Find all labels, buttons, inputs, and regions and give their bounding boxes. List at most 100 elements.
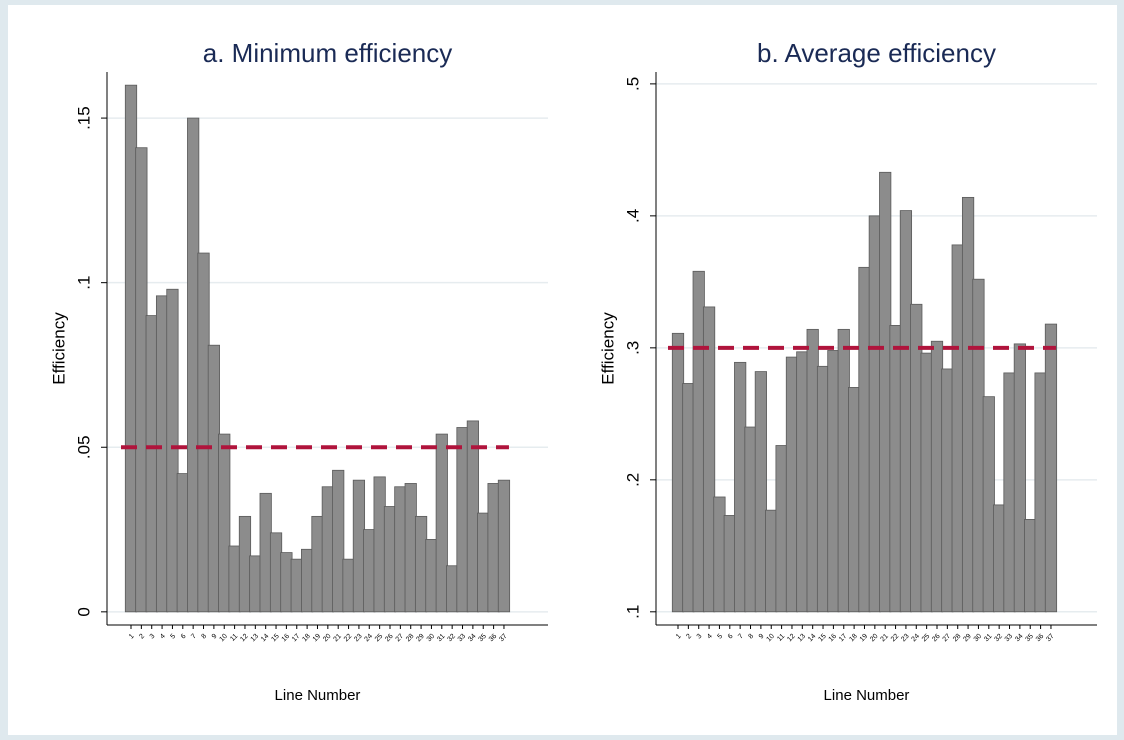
bar [785, 356, 799, 613]
y-tick-label: .4 [623, 209, 642, 223]
x-tick-label: 19 [312, 633, 323, 644]
y-tick-label: .15 [74, 106, 93, 130]
bar [1003, 372, 1016, 613]
bar [145, 315, 158, 613]
x-tick-label: 27 [395, 633, 406, 644]
bar [848, 387, 861, 613]
bar [910, 303, 923, 613]
x-tick-label: 20 [869, 633, 880, 644]
x-tick-label: 30 [973, 633, 984, 644]
bar [816, 365, 830, 613]
bar [961, 196, 975, 613]
x-tick-label: 1 [128, 633, 136, 641]
bar [702, 306, 716, 613]
bar [456, 427, 469, 613]
y-tick-label: .3 [623, 341, 642, 355]
x-tick-label: 22 [890, 633, 901, 644]
bar [435, 433, 448, 613]
bar [1034, 372, 1047, 613]
x-tick-label: 9 [211, 633, 219, 641]
x-tick-label: 29 [962, 633, 973, 644]
bar [269, 532, 283, 613]
x-tick-label: 28 [405, 633, 416, 644]
bar [889, 325, 902, 613]
bar [394, 486, 407, 613]
y-tick-label: .05 [74, 435, 93, 459]
bar [176, 473, 189, 613]
x-tick-label: 26 [384, 633, 395, 644]
bar [1013, 343, 1026, 613]
x-tick-label: 6 [727, 633, 735, 641]
x-tick-label: 9 [758, 633, 766, 641]
x-tick-label: 16 [828, 633, 839, 644]
x-tick-label: 25 [374, 633, 385, 644]
y-tick-label: 0 [74, 607, 93, 616]
bar [332, 469, 345, 613]
x-tick-label: 4 [159, 633, 167, 641]
x-tick-label: 33 [1004, 633, 1015, 644]
x-tick-label: 21 [332, 633, 343, 644]
bar [827, 350, 840, 613]
x-tick-label: 24 [364, 633, 375, 644]
x-tick-label: 19 [859, 633, 870, 644]
x-tick-label: 36 [1035, 633, 1046, 644]
y-tick-label: .1 [74, 276, 93, 290]
x-tick-label: 11 [229, 633, 239, 643]
x-tick-label: 3 [149, 633, 157, 641]
bar [414, 515, 428, 613]
x-tick-label: 7 [737, 633, 745, 641]
bar [280, 552, 293, 613]
bar [238, 515, 252, 613]
x-tick-label: 8 [201, 633, 209, 641]
x-tick-label: 37 [1045, 633, 1056, 644]
x-tick-label: 34 [467, 633, 478, 644]
bar [682, 383, 695, 613]
x-tick-label: 30 [426, 633, 437, 644]
x-tick-label: 35 [1024, 633, 1035, 644]
x-tick-label: 23 [353, 633, 364, 644]
bar [497, 479, 511, 613]
bar [207, 344, 220, 613]
x-axis-label: Line Number [275, 687, 361, 704]
x-tick-label: 13 [250, 633, 261, 644]
bar [1024, 519, 1037, 613]
x-tick-label: 21 [879, 633, 890, 644]
bar [135, 147, 148, 613]
bar [352, 479, 366, 613]
x-tick-label: 36 [488, 633, 499, 644]
x-tick-label: 4 [706, 633, 714, 641]
bar [941, 368, 954, 613]
bar [930, 340, 944, 613]
y-tick-label: .5 [623, 77, 642, 91]
bar [425, 539, 438, 613]
x-tick-label: 28 [952, 633, 963, 644]
x-tick-label: 5 [716, 633, 724, 641]
bar [259, 492, 272, 613]
bar [301, 548, 314, 613]
bar [775, 445, 788, 613]
chart-title: b. Average efficiency [757, 38, 996, 68]
x-tick-label: 24 [911, 633, 922, 644]
bar [466, 420, 479, 613]
x-tick-label: 31 [983, 633, 994, 644]
x-tick-label: 22 [343, 633, 354, 644]
bar [228, 545, 241, 613]
bar [671, 332, 685, 613]
bar [972, 278, 985, 613]
bar [1044, 323, 1058, 613]
x-tick-label: 32 [446, 633, 457, 644]
bar [363, 529, 376, 613]
bar [404, 483, 417, 613]
bar [754, 371, 767, 613]
x-tick-label: 13 [797, 633, 808, 644]
x-tick-label: 27 [942, 633, 953, 644]
x-tick-label: 7 [190, 633, 198, 641]
x-axis-label: Line Number [824, 687, 910, 704]
x-tick-label: 10 [765, 633, 776, 644]
bar [879, 171, 892, 613]
bar [920, 352, 933, 613]
bar [993, 504, 1006, 613]
bar [218, 433, 231, 613]
